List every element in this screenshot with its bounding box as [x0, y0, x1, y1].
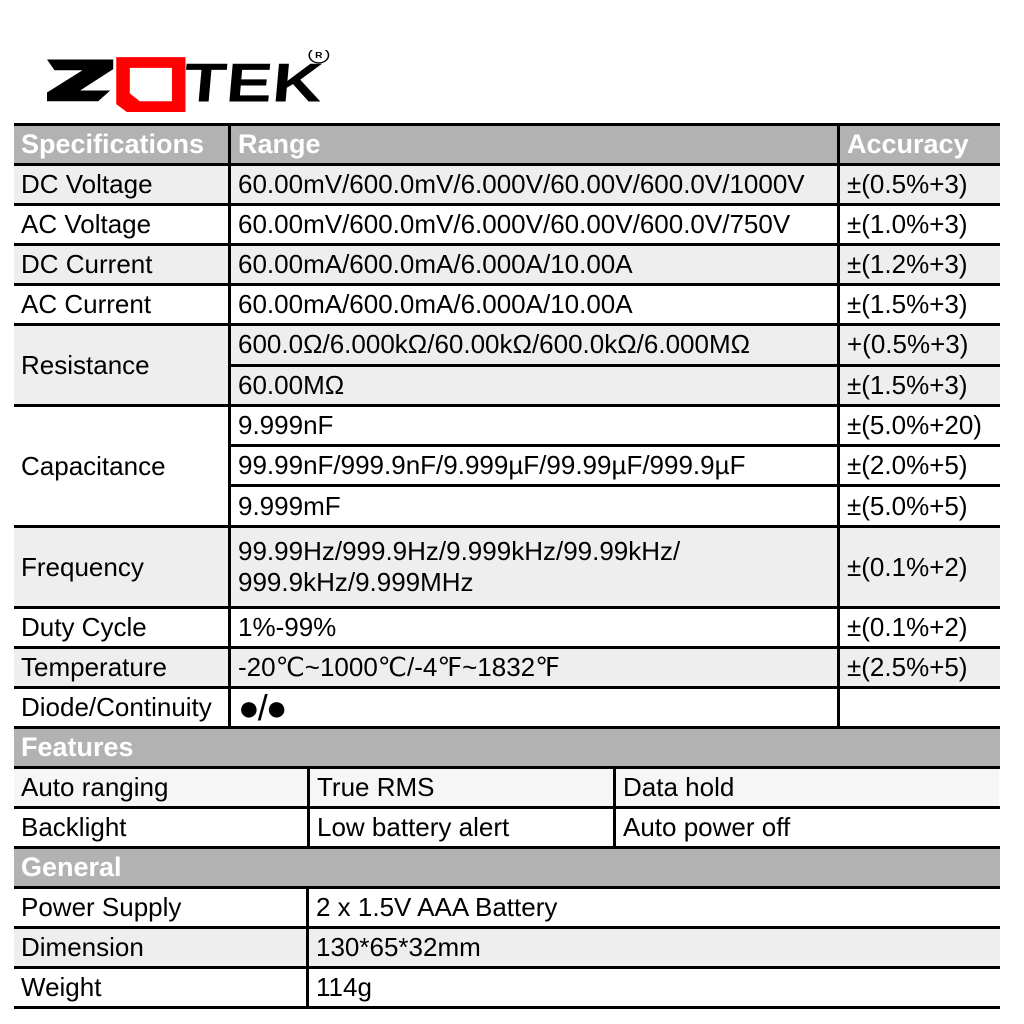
svg-text:R: R: [315, 51, 323, 60]
svg-text:TEK: TEK: [181, 52, 325, 112]
